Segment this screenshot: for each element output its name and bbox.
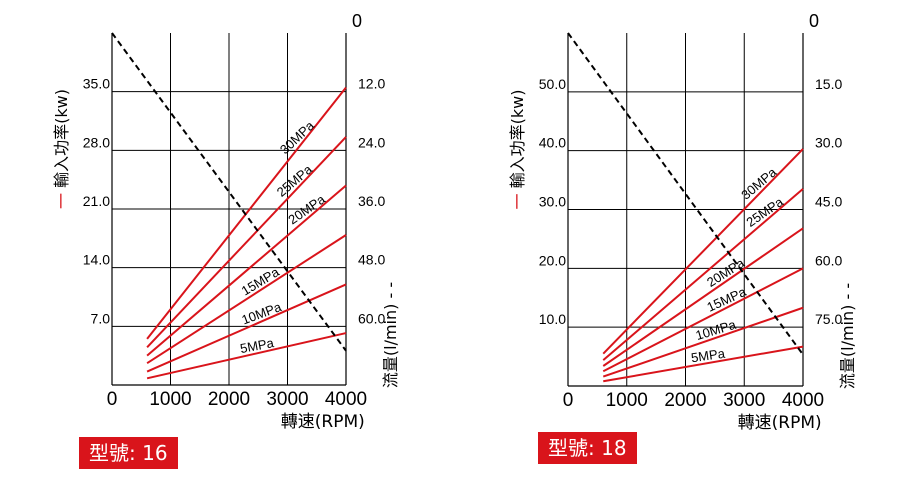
y-left-axis-label: 一 輸入功率(kw) [508, 90, 527, 210]
power-marker: 一 [508, 188, 527, 209]
y-right-tick-label: 60.0 [358, 310, 385, 326]
y-left-tick-label: 35.0 [83, 76, 110, 92]
power-line-5MPa [603, 345, 804, 383]
power-line-20MPa [146, 184, 347, 357]
x-tick-label: 4000 [325, 389, 367, 410]
power-line-5MPa [146, 332, 347, 380]
y-left-tick-label: 40.0 [539, 135, 566, 151]
y-right-axis-label: 流量(l/min) - - [381, 282, 400, 388]
y-right-tick-label: 15.0 [815, 76, 842, 92]
power-line-25MPa [602, 188, 804, 361]
x-tick-label: 3000 [266, 389, 308, 410]
power-line-label-5MPa: 5MPa [239, 335, 276, 356]
y-right-tick-label: 60.0 [815, 252, 842, 268]
x-tick-label: 0 [563, 390, 574, 411]
power-line-30MPa [602, 148, 804, 355]
flow-axis-label-text: 流量(l/min) [381, 299, 400, 389]
x-tick-label: 1000 [149, 389, 191, 410]
y-right-tick-label: 45.0 [815, 194, 842, 210]
power-line-15MPa [146, 234, 347, 365]
flow-line-dashed [111, 32, 347, 352]
x-axis-label: 轉速(RPM) [281, 412, 365, 432]
power-line-label-5MPa: 5MPa [690, 346, 726, 366]
flow-axis-label-text: 流量(l/min) [838, 300, 857, 390]
model-badge-16: 型號: 16 [79, 437, 178, 469]
y-right-tick-label: 30.0 [815, 135, 842, 151]
power-line-10MPa [146, 283, 347, 373]
power-line-label-10MPa: 10MPa [240, 299, 285, 328]
y-left-tick-label: 14.0 [83, 252, 110, 268]
y-right-axis-label: 流量(l/min) - - [838, 283, 857, 389]
power-line-30MPa [146, 86, 347, 340]
y-left-tick-label: 21.0 [83, 193, 110, 209]
y-left-tick-label: 28.0 [83, 134, 110, 150]
power-line-15MPa [602, 267, 804, 373]
y-right-tick-label: 75.0 [815, 311, 842, 327]
power-line-10MPa [602, 306, 804, 378]
x-tick-label: 2000 [208, 389, 250, 410]
y-right-tick-label: 0 [352, 11, 362, 31]
x-tick-label: 4000 [782, 390, 824, 411]
flow-line-dashed [567, 32, 804, 356]
y-right-tick-label: 36.0 [358, 193, 385, 209]
y-left-tick-label: 30.0 [539, 194, 566, 210]
x-tick-label: 0 [107, 389, 118, 410]
power-axis-label-text: 輸入功率(kw) [508, 90, 527, 189]
chart-1: 0 1000 2000 3000 4000 10.0 20.0 30.0 40.0 50.0 0 15… [508, 11, 857, 433]
power-line-20MPa [602, 227, 804, 367]
y-right-tick-label: 0 [809, 11, 819, 31]
x-tick-label: 3000 [723, 390, 765, 411]
y-left-tick-label: 50.0 [539, 76, 566, 92]
y-left-tick-label: 20.0 [539, 252, 566, 268]
y-left-axis-label: 一 輸入功率(kw) [52, 89, 71, 209]
x-tick-label: 2000 [664, 390, 706, 411]
power-line-25MPa [146, 136, 347, 348]
power-line-label-30MPa: 30MPa [277, 117, 318, 157]
y-right-tick-label: 24.0 [358, 134, 385, 150]
power-marker: 一 [52, 188, 71, 209]
x-tick-label: 1000 [606, 390, 648, 411]
power-axis-label-text: 輸入功率(kw) [52, 89, 71, 188]
model-badge-18: 型號: 18 [538, 432, 637, 464]
y-left-tick-label: 7.0 [91, 310, 111, 326]
y-left-tick-label: 10.0 [539, 311, 566, 327]
y-right-tick-label: 12.0 [358, 76, 385, 92]
flow-marker: - - [381, 282, 400, 299]
flow-marker: - - [838, 283, 857, 300]
x-axis-label: 轉速(RPM) [738, 413, 822, 433]
y-right-tick-label: 48.0 [358, 252, 385, 268]
power-line-label-25MPa: 25MPa [274, 161, 316, 200]
chart-0: 0 1000 2000 3000 4000 7.0 14.0 21.0 28.0 35.0 0 12.… [52, 11, 400, 432]
